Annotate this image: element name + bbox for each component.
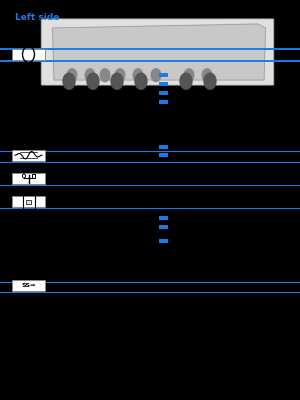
Circle shape [151,69,161,82]
Bar [32,174,34,178]
Bar [159,100,168,104]
Circle shape [115,69,125,82]
Text: Left side: Left side [15,13,59,22]
Circle shape [63,73,75,89]
Bar [159,216,168,220]
Bar [159,239,168,243]
Bar [159,91,168,95]
FancyBboxPatch shape [12,49,45,60]
FancyBboxPatch shape [12,150,45,161]
Circle shape [100,69,110,82]
Circle shape [184,69,194,82]
Bar [159,73,168,77]
Circle shape [202,69,212,82]
Bar [159,145,168,149]
Circle shape [180,73,192,89]
Polygon shape [52,24,266,80]
FancyBboxPatch shape [41,19,274,85]
Bar [159,225,168,229]
Circle shape [87,73,99,89]
Circle shape [67,69,77,82]
Circle shape [133,69,143,82]
Text: SS⇒: SS⇒ [21,283,36,288]
Bar [159,82,168,86]
FancyBboxPatch shape [12,196,45,207]
Bar [22,195,34,209]
Circle shape [135,73,147,89]
Bar [26,200,31,204]
FancyBboxPatch shape [12,280,45,291]
Circle shape [111,73,123,89]
Circle shape [204,73,216,89]
FancyBboxPatch shape [12,173,45,184]
Bar [159,153,168,157]
Circle shape [85,69,95,82]
